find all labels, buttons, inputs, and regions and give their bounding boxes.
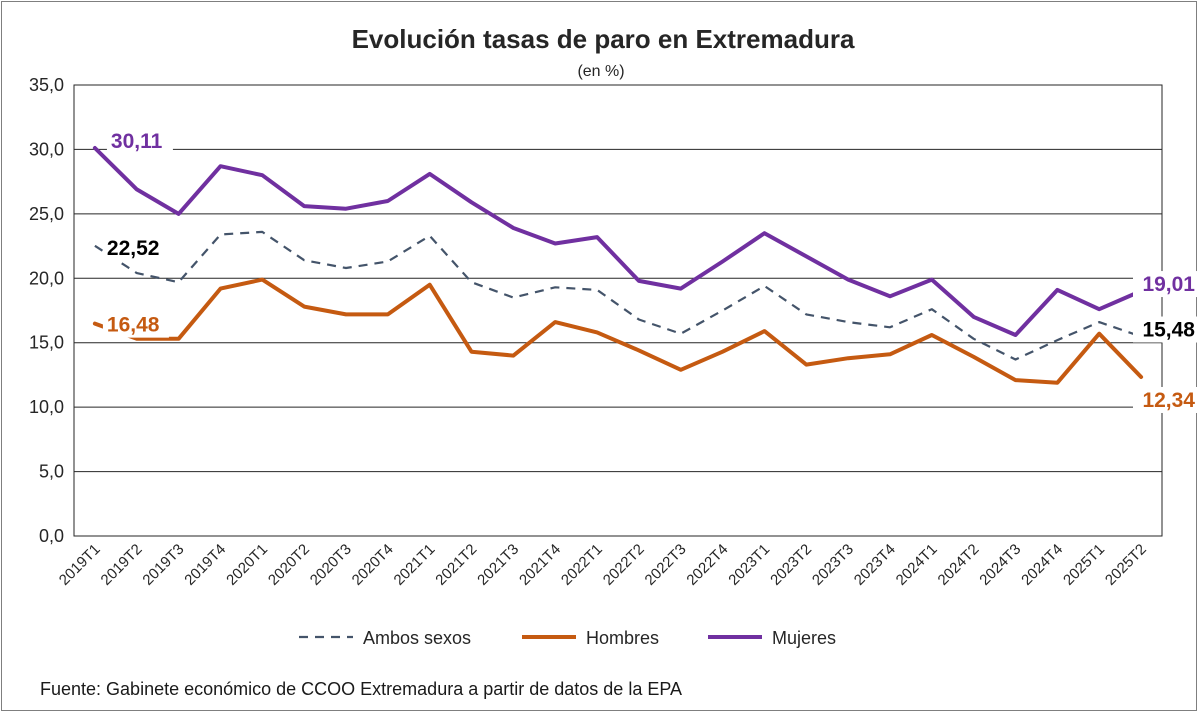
x-tick-label: 2025T2 [1102, 541, 1150, 589]
x-tick-label: 2021T4 [516, 541, 564, 589]
series-line-hombres [92, 277, 1144, 385]
data-labels: 22,52 15,48 16,48 12,34 30,11 19,01 [102, 128, 1198, 413]
x-tick-label: 2024T3 [976, 541, 1024, 589]
data-label: 16,48 [107, 314, 160, 337]
x-tick-label: 2022T1 [558, 541, 606, 589]
data-label-bg [1133, 316, 1198, 343]
x-tick-label: 2022T3 [642, 541, 690, 589]
x-tick-label: 2024T2 [935, 541, 983, 589]
x-tick-label: 2020T4 [349, 541, 397, 589]
data-label-bg [1133, 386, 1198, 413]
x-tick-label: 2019T4 [181, 541, 229, 589]
x-tick-label: 2023T4 [851, 541, 899, 589]
y-tick-label: 25,0 [29, 204, 64, 224]
x-tick-label: 2019T3 [139, 541, 187, 589]
x-axis-ticks: 2019T12019T22019T32019T42020T12020T22020… [56, 541, 1150, 589]
series-line-mujeres [92, 146, 1144, 337]
y-tick-label: 15,0 [29, 333, 64, 353]
data-label: 12,34 [1142, 389, 1195, 412]
x-tick-label: 2023T3 [809, 541, 857, 589]
legend: Ambos sexos Hombres Mujeres [299, 628, 836, 648]
data-label-bg [102, 311, 169, 338]
legend-label: Ambos sexos [363, 628, 471, 648]
data-label: 22,52 [107, 237, 160, 260]
data-label-bg [106, 128, 173, 155]
y-tick-label: 20,0 [29, 268, 64, 288]
data-label: 15,48 [1142, 319, 1195, 342]
x-tick-label: 2024T1 [893, 541, 941, 589]
x-tick-label: 2025T1 [1060, 541, 1108, 589]
legend-label: Hombres [586, 628, 659, 648]
x-tick-label: 2022T4 [683, 541, 731, 589]
series-line-ambos-sexos [94, 230, 1142, 361]
plot-area [73, 84, 1163, 537]
x-tick-label: 2020T3 [307, 541, 355, 589]
y-tick-label: 5,0 [39, 462, 64, 482]
y-tick-label: 30,0 [29, 139, 64, 159]
x-tick-label: 2023T1 [725, 541, 773, 589]
data-label: 19,01 [1142, 273, 1195, 296]
x-tick-label: 2024T4 [1018, 541, 1066, 589]
x-tick-label: 2019T1 [56, 541, 104, 589]
x-tick-label: 2021T1 [391, 541, 439, 589]
x-tick-label: 2019T2 [98, 541, 146, 589]
x-tick-label: 2020T2 [265, 541, 313, 589]
y-tick-label: 35,0 [29, 75, 64, 95]
x-tick-label: 2021T3 [474, 541, 522, 589]
y-tick-label: 10,0 [29, 397, 64, 417]
data-label-bg [102, 234, 169, 261]
legend-label: Mujeres [772, 628, 836, 648]
x-tick-label: 2022T2 [600, 541, 648, 589]
y-axis-ticks: 0,0 5,0 10,0 15,0 20,0 25,0 30,0 35,0 [29, 75, 64, 546]
gridlines [73, 84, 1163, 537]
chart-subtitle: (en %) [577, 63, 624, 80]
series-lines [92, 146, 1144, 385]
data-label-bg [1133, 271, 1198, 298]
source-note: Fuente: Gabinete económico de CCOO Extre… [40, 679, 682, 699]
data-label: 30,11 [111, 130, 163, 153]
y-tick-label: 0,0 [39, 526, 64, 546]
chart-title: Evolución tasas de paro en Extremadura [352, 24, 855, 54]
x-tick-label: 2020T1 [223, 541, 271, 589]
x-tick-label: 2023T2 [767, 541, 815, 589]
x-tick-label: 2021T2 [432, 541, 480, 589]
